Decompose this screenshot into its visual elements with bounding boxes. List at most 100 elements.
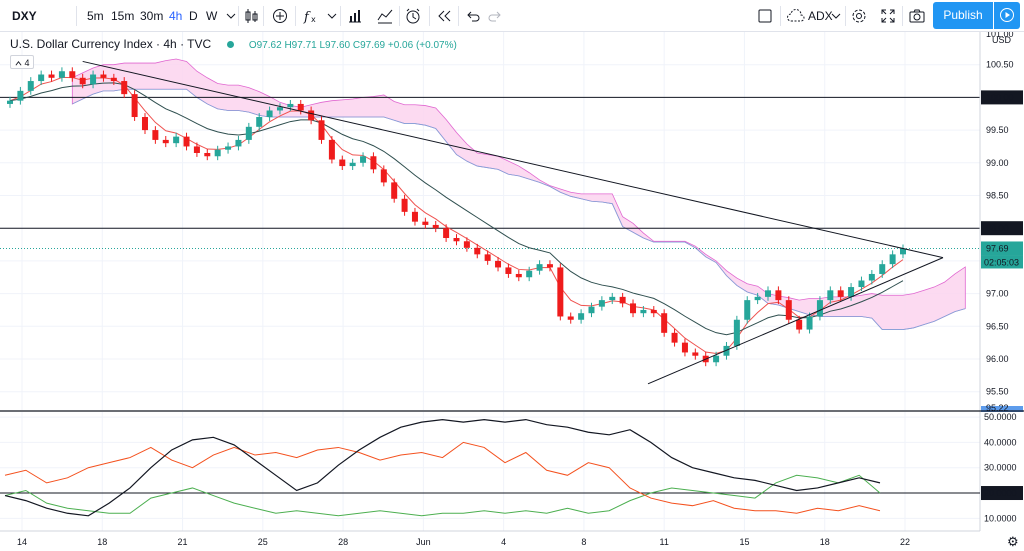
cloud-save-icon[interactable]: [786, 8, 806, 24]
adx-line: [4, 418, 881, 517]
indicator-count: 4: [24, 58, 30, 68]
candle-body: [100, 74, 107, 78]
last-price-label-bg: [981, 241, 1023, 256]
undo-icon[interactable]: [465, 8, 481, 24]
candles-chart-type-icon[interactable]: [243, 8, 259, 24]
time-tick-label: 11: [660, 537, 669, 547]
last-price-label: 97.69: [986, 243, 1009, 253]
redo-icon[interactable]: [487, 8, 503, 24]
toolbar-divider: [238, 6, 239, 26]
ichimoku-cloud: [71, 58, 966, 330]
indicator-template-button[interactable]: ADX: [808, 9, 833, 23]
chevron-down-icon[interactable]: [223, 8, 239, 24]
candle-body: [173, 136, 180, 144]
candle-body: [681, 342, 688, 353]
chart-settings-gear-icon[interactable]: ⚙: [1007, 534, 1019, 549]
interval-4h-button[interactable]: 4h: [169, 9, 183, 23]
time-tick-label: 14: [17, 537, 27, 547]
time-tick-label: 4: [501, 537, 506, 547]
replay-rewind-icon[interactable]: [436, 8, 452, 24]
time-tick-label: 18: [820, 537, 830, 547]
candle-body: [204, 152, 211, 157]
gear-icon[interactable]: [851, 8, 867, 24]
ohlc-values: O97.62 H97.71 L97.60 C97.69 +0.06 (+0.07…: [248, 40, 457, 51]
candle-body: [287, 103, 294, 108]
publish-menu-button[interactable]: [994, 2, 1020, 29]
candle-body: [276, 107, 283, 111]
candle-body: [609, 296, 616, 301]
level-price-label: 98.00: [986, 223, 1009, 233]
symbol-title: U.S. Dollar Currency Index · 4h · TVC: [10, 37, 212, 51]
fullscreen-checkbox-icon[interactable]: [757, 8, 773, 24]
time-tick-label: 25: [258, 537, 268, 547]
toolbar-divider: [902, 6, 903, 26]
candle-body: [505, 267, 512, 274]
adx-tick-label: 50.0000: [984, 412, 1017, 422]
level-price-label-bg: [981, 90, 1023, 105]
candle-body: [619, 296, 626, 304]
indicators-toggle-button[interactable]: 4: [10, 55, 34, 69]
currency-label: USD: [992, 35, 1012, 45]
candle-body: [318, 120, 325, 140]
candle-body: [796, 319, 803, 330]
chevron-down-icon[interactable]: [828, 8, 844, 24]
chart-legend: U.S. Dollar Currency Index · 4h · TVC O9…: [10, 37, 457, 51]
candle-body: [588, 306, 595, 314]
price-tick-label: 99.50: [986, 125, 1009, 135]
interval-d-button[interactable]: D: [189, 9, 198, 23]
adx-level-label: 20.0000: [984, 488, 1017, 498]
candle-body: [17, 90, 24, 101]
toolbar-divider: [295, 6, 296, 26]
price-tick-label: 96.50: [986, 321, 1009, 331]
candle-body: [162, 139, 169, 144]
candle-body: [713, 355, 720, 363]
adx-tick-label: 30.0000: [984, 463, 1017, 473]
templates-icon[interactable]: [377, 8, 393, 24]
alert-clock-icon[interactable]: [405, 8, 421, 24]
chevron-down-icon[interactable]: [324, 8, 340, 24]
lower-trendline: [647, 257, 944, 385]
time-tick-label: 18: [97, 537, 107, 547]
candle-body: [775, 290, 782, 301]
candle-body: [744, 300, 751, 320]
interval-5m-button[interactable]: 5m: [87, 9, 104, 23]
candle-body: [193, 146, 200, 153]
toolbar-divider: [845, 6, 846, 26]
interval-w-button[interactable]: W: [206, 9, 218, 23]
symbol-search-button[interactable]: DXY: [12, 9, 37, 23]
chart-area[interactable]: 100.50100.0099.5099.0098.5098.0097.5097.…: [0, 32, 1024, 551]
candle-body: [79, 77, 86, 85]
candle-body: [183, 136, 190, 147]
candle-body: [225, 146, 232, 150]
publish-button[interactable]: Publish: [933, 2, 993, 29]
fullscreen-icon[interactable]: [880, 8, 896, 24]
price-tick-label: 96.00: [986, 354, 1009, 364]
price-tick-label: 99.00: [986, 158, 1009, 168]
level-price-label-bg: [981, 221, 1023, 236]
candle-body: [785, 300, 792, 320]
interval-15m-button[interactable]: 15m: [111, 9, 135, 23]
candle-body: [630, 303, 637, 314]
financials-icon[interactable]: [347, 8, 363, 24]
candle-body: [536, 264, 543, 271]
interval-30m-button[interactable]: 30m: [140, 9, 164, 23]
level-price-label: 100.00: [986, 92, 1014, 102]
candle-body: [806, 316, 813, 330]
candle-body: [152, 130, 159, 140]
candle-body: [443, 228, 450, 239]
compare-add-icon[interactable]: [272, 8, 288, 24]
countdown-label: 02:05:03: [984, 257, 1019, 267]
candle-body: [474, 247, 481, 255]
camera-snapshot-icon[interactable]: [909, 8, 925, 24]
upper-trendline: [82, 60, 944, 259]
candle-body: [692, 352, 699, 356]
candle-body: [879, 264, 886, 274]
svg-text:x: x: [311, 15, 316, 24]
candle-body: [827, 290, 834, 301]
candle-body: [578, 313, 585, 320]
slow-ma-line: [9, 82, 904, 336]
candle-body: [515, 273, 522, 278]
svg-text:f: f: [303, 10, 311, 24]
